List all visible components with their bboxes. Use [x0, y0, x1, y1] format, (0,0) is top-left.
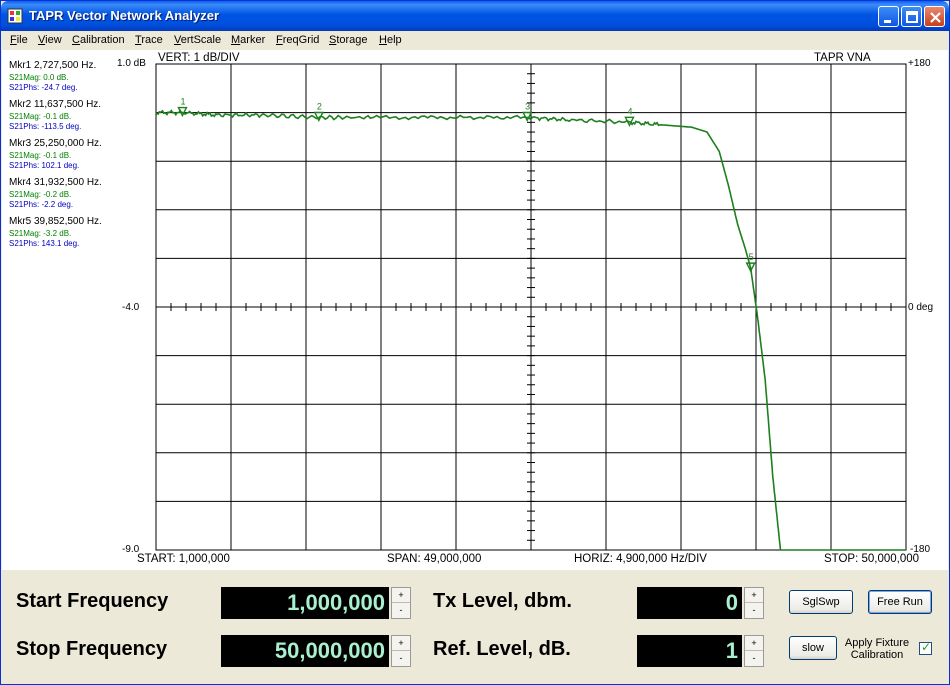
tx-level-spinner[interactable]: + - — [744, 587, 764, 619]
marker-readout-1: Mkr1 2,727,500 Hz. — [9, 60, 97, 71]
maximize-button[interactable] — [901, 6, 922, 27]
menu-help[interactable]: Help — [379, 34, 402, 46]
tx-level-label: Tx Level, dbm. — [433, 590, 572, 612]
marker-number: 3 — [525, 101, 530, 111]
trace-line — [155, 108, 906, 551]
plot-trace — [155, 108, 906, 551]
right-scale-mid: 0 deg — [908, 302, 934, 313]
marker-number: 1 — [180, 97, 185, 107]
marker-4-mag: S21Mag: -0.2 dB. — [9, 190, 72, 199]
left-scale-top: 1.0 dB — [117, 58, 146, 69]
right-scale-bottom: -180 — [910, 544, 931, 555]
minimize-icon — [884, 20, 891, 23]
app-icon — [7, 8, 23, 24]
plot-area[interactable]: Mkr1 2,727,500 Hz. S21Mag: 0.0 dB. S21Ph… — [2, 50, 948, 570]
spin-up-button[interactable]: + — [745, 636, 763, 651]
marker-number: 5 — [749, 252, 754, 262]
ref-level-spinner[interactable]: + - — [744, 635, 764, 667]
ref-level-display[interactable]: 1 — [637, 635, 742, 667]
apply-fixture-checkbox[interactable]: ✓ — [919, 640, 932, 655]
menu-storage[interactable]: Storage — [329, 34, 368, 46]
plot-markers: 1 2 3 4 5 — [177, 97, 756, 273]
menu-view[interactable]: View — [38, 34, 62, 46]
menu-freqgrid[interactable]: FreqGrid — [276, 34, 320, 46]
spin-up-button[interactable]: + — [392, 588, 410, 603]
ref-level-label: Ref. Level, dB. — [433, 638, 571, 660]
marker-triangle — [624, 116, 635, 127]
marker-readout-3: Mkr3 25,250,000 Hz. — [9, 138, 102, 149]
marker-1-mag: S21Mag: 0.0 dB. — [9, 73, 69, 82]
left-scale-bottom: -9.0 — [122, 544, 140, 555]
spin-down-button[interactable]: - — [745, 603, 763, 618]
window-title: TAPR Vector Network Analyzer — [29, 8, 219, 23]
marker-3-phs: S21Phs: 102.1 deg. — [9, 161, 80, 170]
marker-triangle — [522, 111, 533, 123]
marker-5-phs: S21Phs: 143.1 deg. — [9, 239, 80, 248]
close-icon — [930, 12, 941, 23]
marker-readout-5: Mkr5 39,852,500 Hz. — [9, 216, 102, 227]
start-frequency-spinner[interactable]: + - — [391, 587, 411, 619]
plot-ticks — [155, 63, 907, 551]
tx-level-display[interactable]: 0 — [637, 587, 742, 619]
marker-2-mag: S21Mag: -0.1 dB. — [9, 112, 72, 121]
horiz-label: HORIZ: 4,900,000 Hz/DIV — [574, 553, 707, 565]
menu-file[interactable]: File — [10, 34, 28, 46]
marker-number: 4 — [627, 106, 632, 116]
free-run-button[interactable]: Free Run — [868, 590, 932, 614]
start-frequency-label: Start Frequency — [16, 590, 169, 612]
stop-label: STOP: 50,000,000 — [824, 553, 920, 565]
span-label: SPAN: 49,000,000 — [387, 553, 482, 565]
left-scale-mid: -4.0 — [122, 302, 140, 313]
marker-2-phs: S21Phs: -113.5 deg. — [9, 122, 82, 131]
spin-up-button[interactable]: + — [745, 588, 763, 603]
checkmark-icon: ✓ — [921, 640, 932, 654]
marker-triangle — [313, 111, 324, 123]
marker-1-phs: S21Phs: -24.7 deg. — [9, 83, 78, 92]
stop-frequency-spinner[interactable]: + - — [391, 635, 411, 667]
marker-3-mag: S21Mag: -0.1 dB. — [9, 151, 72, 160]
maximize-icon — [906, 11, 918, 23]
marker-4-phs: S21Phs: -2.2 deg. — [9, 200, 74, 209]
plot-chart[interactable]: 1 2 3 4 5 — [2, 50, 948, 570]
stop-frequency-display[interactable]: 50,000,000 — [221, 635, 389, 667]
spin-down-button[interactable]: - — [392, 651, 410, 666]
slow-button[interactable]: slow — [789, 636, 837, 660]
marker-number: 2 — [317, 101, 322, 111]
marker-5-mag: S21Mag: -3.2 dB. — [9, 229, 72, 238]
vert-scale-label: VERT: 1 dB/DIV — [158, 52, 240, 64]
start-frequency-display[interactable]: 1,000,000 — [221, 587, 389, 619]
minimize-button[interactable] — [878, 6, 899, 27]
menu-vertscale[interactable]: VertScale — [174, 34, 222, 46]
marker-triangle — [745, 262, 756, 273]
menu-bar: File View Calibration Trace VertScale Ma… — [2, 31, 948, 50]
marker-readout-4: Mkr4 31,932,500 Hz. — [9, 177, 102, 188]
spin-down-button[interactable]: - — [745, 651, 763, 666]
marker-triangle — [177, 106, 188, 118]
spin-down-button[interactable]: - — [392, 603, 410, 618]
menu-marker[interactable]: Marker — [231, 34, 266, 46]
close-button[interactable] — [924, 6, 945, 27]
marker-readout-2: Mkr2 11,637,500 Hz. — [9, 99, 102, 110]
menu-calibration[interactable]: Calibration — [72, 34, 125, 46]
start-label: START: 1,000,000 — [137, 553, 230, 565]
brand-label: TAPR VNA — [814, 52, 871, 64]
title-bar[interactable]: TAPR Vector Network Analyzer — [1, 1, 949, 31]
right-scale-top: +180 — [908, 58, 931, 69]
apply-fixture-label: Apply Fixture Calibration — [844, 637, 910, 661]
spin-up-button[interactable]: + — [392, 636, 410, 651]
single-sweep-button[interactable]: SglSwp — [789, 590, 853, 614]
menu-trace[interactable]: Trace — [135, 34, 163, 46]
stop-frequency-label: Stop Frequency — [16, 638, 168, 660]
